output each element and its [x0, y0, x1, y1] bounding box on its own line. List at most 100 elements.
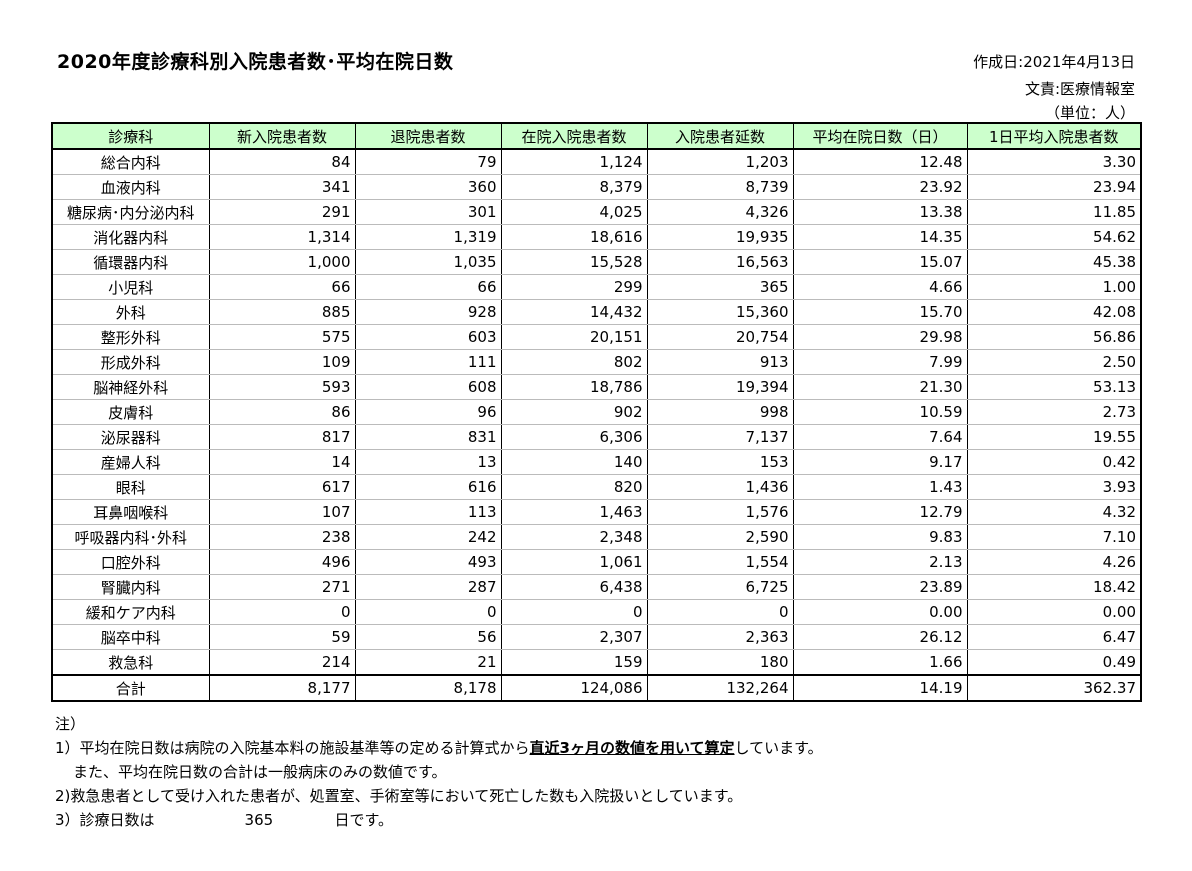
department-cell: 血液内科	[51, 174, 210, 200]
value-cell: 902	[500, 399, 648, 425]
value-cell: 1.43	[792, 474, 968, 500]
total-cell: 8,177	[208, 674, 356, 702]
value-cell: 287	[354, 574, 502, 600]
value-cell: 11.85	[966, 199, 1142, 225]
table-row: 形成外科 109 111 802 913 7.99 2.50	[51, 349, 1142, 375]
value-cell: 6,438	[500, 574, 648, 600]
value-cell: 18,616	[500, 224, 648, 250]
value-cell: 0	[646, 599, 794, 625]
note-1-continuation: また、平均在院日数の合計は一般病床のみの数値です。	[73, 763, 447, 781]
value-cell: 0.49	[966, 649, 1142, 676]
page-title: 2020年度診療科別入院患者数･平均在院日数	[57, 51, 454, 73]
value-cell: 21	[354, 649, 502, 676]
value-cell: 12.48	[792, 148, 968, 175]
value-cell: 7.99	[792, 349, 968, 375]
table-row: 腎臓内科 271 287 6,438 6,725 23.89 18.42	[51, 574, 1142, 600]
value-cell: 3.93	[966, 474, 1142, 500]
value-cell: 271	[208, 574, 356, 600]
value-cell: 96	[354, 399, 502, 425]
value-cell: 3.30	[966, 148, 1142, 175]
department-cell: 緩和ケア内科	[51, 599, 210, 625]
total-cell: 合計	[51, 674, 210, 702]
column-header: 新入院患者数	[208, 122, 356, 150]
column-header: 診療科	[51, 122, 210, 150]
value-cell: 109	[208, 349, 356, 375]
value-cell: 593	[208, 374, 356, 400]
note-1-end: しています。	[734, 739, 823, 757]
value-cell: 59	[208, 624, 356, 650]
value-cell: 4.32	[966, 499, 1142, 525]
value-cell: 2,363	[646, 624, 794, 650]
table-row: 循環器内科 1,000 1,035 15,528 16,563 15.07 45.38	[51, 249, 1142, 275]
value-cell: 26.12	[792, 624, 968, 650]
value-cell: 802	[500, 349, 648, 375]
column-header: 1日平均入院患者数	[966, 122, 1142, 150]
value-cell: 1,000	[208, 249, 356, 275]
value-cell: 214	[208, 649, 356, 676]
value-cell: 493	[354, 549, 502, 575]
column-header: 入院患者延数	[646, 122, 794, 150]
value-cell: 1,463	[500, 499, 648, 525]
value-cell: 180	[646, 649, 794, 676]
value-cell: 19,935	[646, 224, 794, 250]
value-cell: 19.55	[966, 424, 1142, 450]
value-cell: 15,360	[646, 299, 794, 325]
value-cell: 885	[208, 299, 356, 325]
department-cell: 脳神経外科	[51, 374, 210, 400]
value-cell: 0.00	[792, 599, 968, 625]
table-row: 産婦人科 14 13 140 153 9.17 0.42	[51, 449, 1142, 475]
value-cell: 291	[208, 199, 356, 225]
column-header: 在院入院患者数	[500, 122, 648, 150]
value-cell: 365	[646, 274, 794, 300]
value-cell: 2.50	[966, 349, 1142, 375]
value-cell: 9.83	[792, 524, 968, 550]
value-cell: 608	[354, 374, 502, 400]
value-cell: 113	[354, 499, 502, 525]
unit-label: （単位：人）	[1044, 104, 1135, 122]
value-cell: 15,528	[500, 249, 648, 275]
value-cell: 12.79	[792, 499, 968, 525]
value-cell: 2.13	[792, 549, 968, 575]
value-cell: 8,379	[500, 174, 648, 200]
value-cell: 0.00	[966, 599, 1142, 625]
value-cell: 45.38	[966, 249, 1142, 275]
value-cell: 19,394	[646, 374, 794, 400]
table-row: 脳卒中科 59 56 2,307 2,363 26.12 6.47	[51, 624, 1142, 650]
value-cell: 242	[354, 524, 502, 550]
department-cell: 糖尿病･内分泌内科	[51, 199, 210, 225]
total-cell: 124,086	[500, 674, 648, 702]
department-cell: 耳鼻咽喉科	[51, 499, 210, 525]
created-date: 作成日:2021年4月13日	[973, 53, 1135, 71]
note-1: 1）平均在院日数は病院の入院基本料の施設基準等の定める計算式から直近3ヶ月の数値…	[55, 736, 823, 760]
value-cell: 1,554	[646, 549, 794, 575]
total-row: 合計 8,177 8,178 124,086 132,264 14.19 362…	[51, 674, 1142, 702]
note-3: 3）診療日数は 365 日です。	[55, 808, 823, 832]
value-cell: 23.94	[966, 174, 1142, 200]
value-cell: 1,319	[354, 224, 502, 250]
value-cell: 0	[354, 599, 502, 625]
table-row: 血液内科 341 360 8,379 8,739 23.92 23.94	[51, 174, 1142, 200]
note-1-emphasis: 直近3ヶ月の数値を用いて算定	[529, 739, 735, 757]
department-cell: 総合内科	[51, 148, 210, 175]
department-cell: 産婦人科	[51, 449, 210, 475]
value-cell: 1,035	[354, 249, 502, 275]
department-cell: 口腔外科	[51, 549, 210, 575]
value-cell: 18.42	[966, 574, 1142, 600]
value-cell: 23.92	[792, 174, 968, 200]
table-row: 口腔外科 496 493 1,061 1,554 2.13 4.26	[51, 549, 1142, 575]
value-cell: 2,307	[500, 624, 648, 650]
value-cell: 4,326	[646, 199, 794, 225]
table-row: 耳鼻咽喉科 107 113 1,463 1,576 12.79 4.32	[51, 499, 1142, 525]
table-row: 眼科 617 616 820 1,436 1.43 3.93	[51, 474, 1142, 500]
table-row: 緩和ケア内科 0 0 0 0 0.00 0.00	[51, 599, 1142, 625]
department-cell: 脳卒中科	[51, 624, 210, 650]
notes: 注） 1）平均在院日数は病院の入院基本料の施設基準等の定める計算式から直近3ヶ月…	[55, 712, 823, 832]
note-3-label: 3）診療日数は	[55, 811, 155, 829]
table-row: 外科 885 928 14,432 15,360 15.70 42.08	[51, 299, 1142, 325]
value-cell: 18,786	[500, 374, 648, 400]
value-cell: 575	[208, 324, 356, 350]
value-cell: 14,432	[500, 299, 648, 325]
department-cell: 小児科	[51, 274, 210, 300]
value-cell: 7,137	[646, 424, 794, 450]
note-3-suffix: 日です。	[334, 811, 394, 829]
